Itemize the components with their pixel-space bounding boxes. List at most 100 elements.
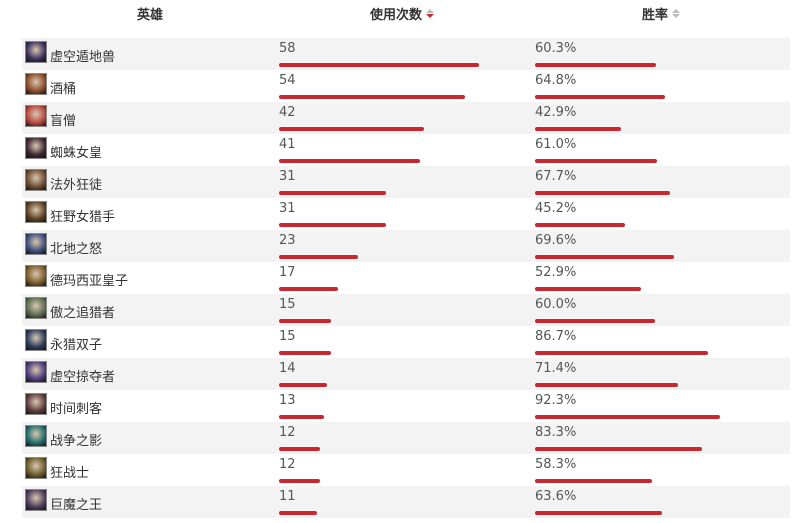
uses-value: 11 xyxy=(279,489,296,504)
winrate-bar xyxy=(535,351,708,355)
hero-name[interactable]: 德玛西亚皇子 xyxy=(50,274,129,289)
hero-name[interactable]: 巨魔之王 xyxy=(50,498,103,513)
winrate-value: 60.3% xyxy=(535,41,577,56)
hero-name[interactable]: 时间刺客 xyxy=(50,402,103,417)
uses-bar xyxy=(279,287,338,291)
table-row[interactable]: 狂战士 12 58.3% xyxy=(22,454,790,486)
winrate-value: 52.9% xyxy=(535,265,577,280)
column-header-winrate[interactable]: 胜率 xyxy=(642,4,681,23)
uses-value: 31 xyxy=(279,169,296,184)
table-header: 英雄 使用次数 胜率 xyxy=(0,0,805,26)
hero-avatar[interactable] xyxy=(25,41,47,63)
hero-name[interactable]: 狂野女猎手 xyxy=(50,210,116,225)
winrate-bar xyxy=(535,479,652,483)
winrate-bar xyxy=(535,415,720,419)
winrate-value: 69.6% xyxy=(535,233,577,248)
uses-value: 23 xyxy=(279,233,296,248)
uses-value: 14 xyxy=(279,361,296,376)
uses-bar xyxy=(279,383,327,387)
winrate-value: 63.6% xyxy=(535,489,577,504)
column-header-uses[interactable]: 使用次数 xyxy=(370,4,435,23)
uses-bar xyxy=(279,191,386,195)
hero-name[interactable]: 北地之怒 xyxy=(50,242,103,257)
uses-value: 13 xyxy=(279,393,296,408)
uses-value: 17 xyxy=(279,265,296,280)
winrate-value: 45.2% xyxy=(535,201,577,216)
hero-avatar[interactable] xyxy=(25,393,47,415)
winrate-value: 83.3% xyxy=(535,425,577,440)
hero-avatar[interactable] xyxy=(25,329,47,351)
hero-avatar[interactable] xyxy=(25,457,47,479)
hero-avatar[interactable] xyxy=(25,489,47,511)
hero-avatar[interactable] xyxy=(25,201,47,223)
uses-value: 58 xyxy=(279,41,296,56)
table-row[interactable]: 巨魔之王 11 63.6% xyxy=(22,486,790,518)
table-row[interactable]: 酒桶 54 64.8% xyxy=(22,70,790,102)
hero-avatar[interactable] xyxy=(25,233,47,255)
winrate-bar xyxy=(535,319,655,323)
hero-avatar[interactable] xyxy=(25,73,47,95)
winrate-bar xyxy=(535,511,662,515)
winrate-bar xyxy=(535,191,670,195)
hero-name[interactable]: 蜘蛛女皇 xyxy=(50,146,103,161)
winrate-bar xyxy=(535,223,625,227)
hero-avatar[interactable] xyxy=(25,137,47,159)
hero-name[interactable]: 酒桶 xyxy=(50,82,77,97)
winrate-value: 67.7% xyxy=(535,169,577,184)
hero-avatar[interactable] xyxy=(25,297,47,319)
winrate-value: 64.8% xyxy=(535,73,577,88)
table-row[interactable]: 盲僧 42 42.9% xyxy=(22,102,790,134)
uses-value: 31 xyxy=(279,201,296,216)
uses-bar xyxy=(279,479,320,483)
table-row[interactable]: 永猎双子 15 86.7% xyxy=(22,326,790,358)
hero-avatar[interactable] xyxy=(25,265,47,287)
hero-name[interactable]: 法外狂徒 xyxy=(50,178,103,193)
table-row[interactable]: 虚空掠夺者 14 71.4% xyxy=(22,358,790,390)
hero-name[interactable]: 傲之追猎者 xyxy=(50,306,116,321)
hero-avatar[interactable] xyxy=(25,425,47,447)
winrate-value: 60.0% xyxy=(535,297,577,312)
hero-name[interactable]: 虚空掠夺者 xyxy=(50,370,116,385)
table-row[interactable]: 虚空遁地兽 58 60.3% xyxy=(22,38,790,70)
sort-desc-icon[interactable] xyxy=(426,9,435,18)
uses-value: 12 xyxy=(279,457,296,472)
table-row[interactable]: 狂野女猎手 31 45.2% xyxy=(22,198,790,230)
hero-name[interactable]: 永猎双子 xyxy=(50,338,103,353)
uses-value: 15 xyxy=(279,329,296,344)
winrate-bar xyxy=(535,383,678,387)
uses-bar xyxy=(279,447,320,451)
hero-name[interactable]: 盲僧 xyxy=(50,114,77,129)
uses-value: 41 xyxy=(279,137,296,152)
hero-avatar[interactable] xyxy=(25,361,47,383)
table-row[interactable]: 傲之追猎者 15 60.0% xyxy=(22,294,790,326)
winrate-bar xyxy=(535,127,621,131)
uses-value: 15 xyxy=(279,297,296,312)
winrate-bar xyxy=(535,447,702,451)
uses-bar xyxy=(279,223,386,227)
winrate-value: 42.9% xyxy=(535,105,577,120)
uses-value: 54 xyxy=(279,73,296,88)
uses-bar xyxy=(279,255,358,259)
table-row[interactable]: 法外狂徒 31 67.7% xyxy=(22,166,790,198)
table-row[interactable]: 时间刺客 13 92.3% xyxy=(22,390,790,422)
uses-bar xyxy=(279,63,479,67)
uses-value: 12 xyxy=(279,425,296,440)
sort-icon[interactable] xyxy=(672,9,681,18)
table-row[interactable]: 战争之影 12 83.3% xyxy=(22,422,790,454)
uses-bar xyxy=(279,319,331,323)
uses-bar xyxy=(279,511,317,515)
hero-name[interactable]: 虚空遁地兽 xyxy=(50,50,116,65)
table-row[interactable]: 蜘蛛女皇 41 61.0% xyxy=(22,134,790,166)
winrate-value: 86.7% xyxy=(535,329,577,344)
winrate-value: 61.0% xyxy=(535,137,577,152)
hero-avatar[interactable] xyxy=(25,105,47,127)
uses-bar xyxy=(279,95,465,99)
winrate-bar xyxy=(535,255,674,259)
hero-avatar[interactable] xyxy=(25,169,47,191)
winrate-value: 58.3% xyxy=(535,457,577,472)
table-row[interactable]: 德玛西亚皇子 17 52.9% xyxy=(22,262,790,294)
winrate-bar xyxy=(535,159,657,163)
hero-name[interactable]: 狂战士 xyxy=(50,466,90,481)
table-row[interactable]: 北地之怒 23 69.6% xyxy=(22,230,790,262)
hero-name[interactable]: 战争之影 xyxy=(50,434,103,449)
